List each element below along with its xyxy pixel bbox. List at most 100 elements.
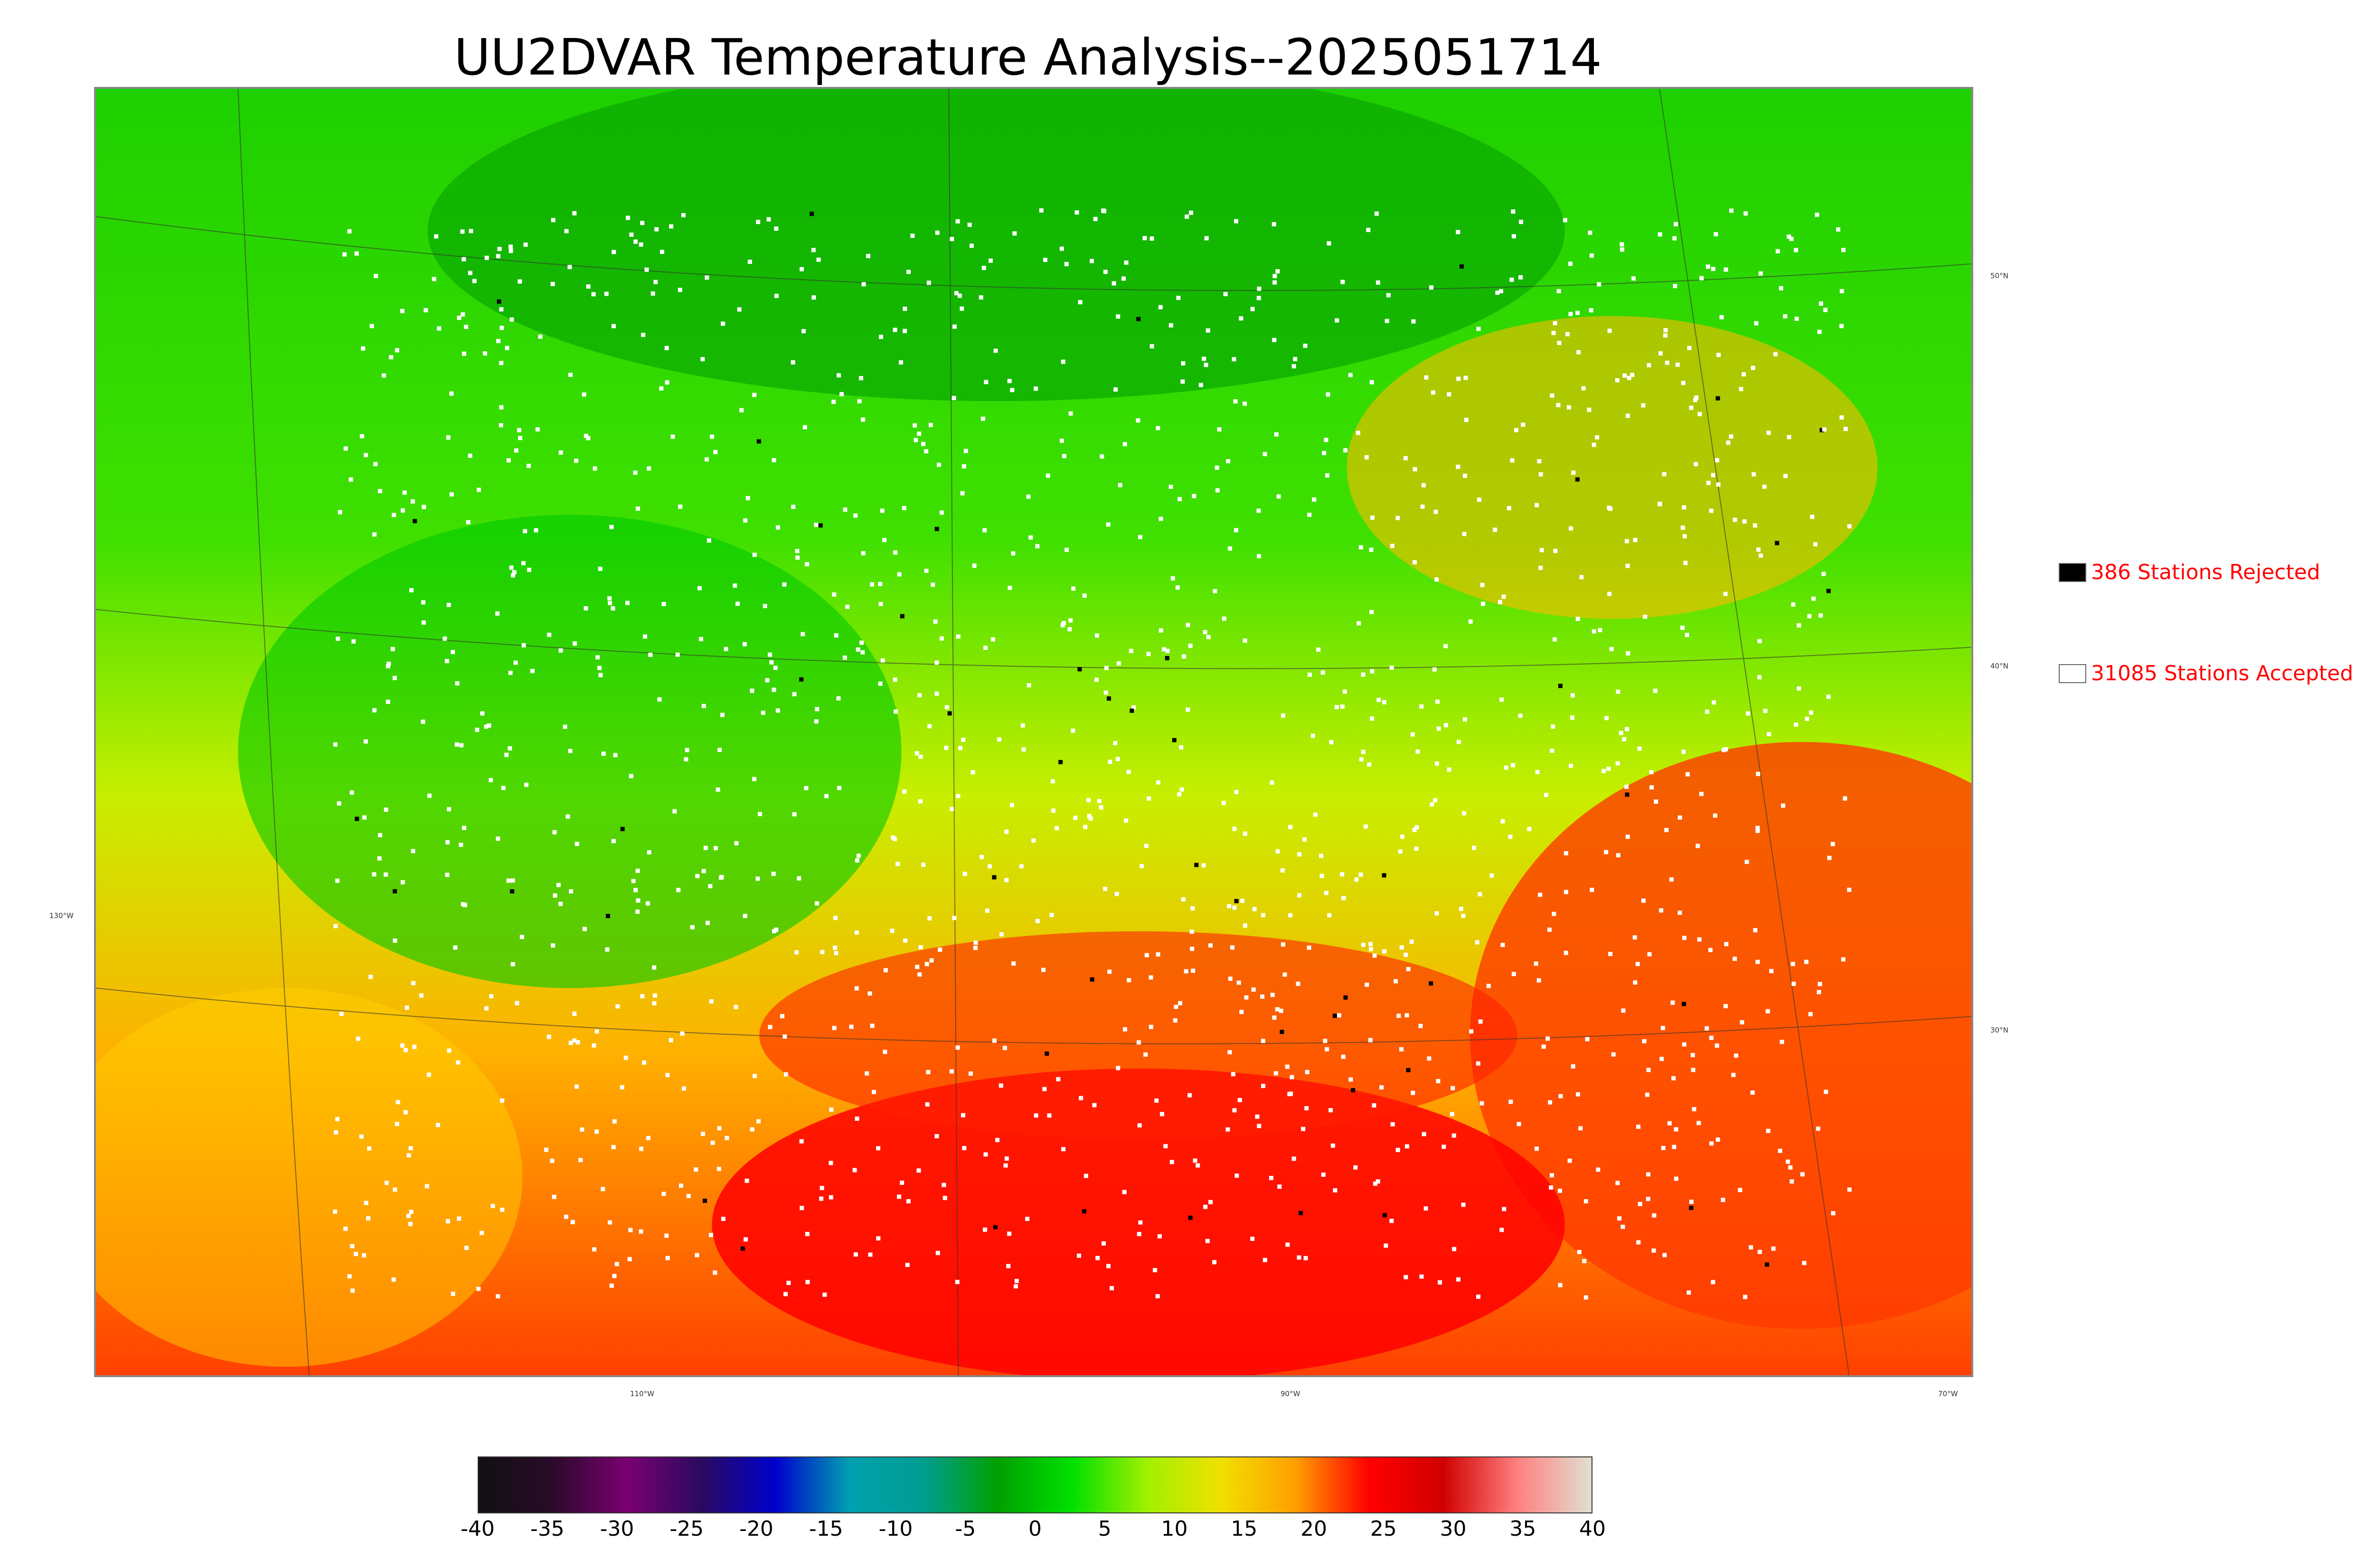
- station-marker: [432, 277, 436, 282]
- station-marker: [1724, 747, 1728, 751]
- station-marker: [1172, 738, 1177, 742]
- station-marker: [1715, 1137, 1720, 1142]
- station-marker: [1624, 784, 1629, 789]
- station-marker: [1611, 1052, 1616, 1057]
- station-marker: [1602, 769, 1606, 773]
- station-marker: [1250, 307, 1255, 311]
- station-marker: [1576, 350, 1581, 355]
- station-marker: [1369, 547, 1374, 552]
- station-marker: [1243, 831, 1247, 836]
- station-marker: [402, 490, 407, 495]
- station-marker: [1307, 672, 1312, 677]
- station-marker: [1137, 1232, 1141, 1237]
- station-marker: [678, 504, 683, 509]
- station-marker: [713, 846, 718, 851]
- station-marker: [1007, 379, 1012, 384]
- station-marker: [1236, 980, 1241, 985]
- station-marker: [935, 1250, 940, 1255]
- station-marker: [1106, 1264, 1111, 1268]
- station-marker: [1682, 534, 1687, 539]
- temperature-map: 50°N 40°N 30°N 130°W 110°W 90°W 70°W: [49, 87, 2008, 1398]
- station-marker: [1403, 456, 1408, 460]
- station-marker: [633, 888, 638, 892]
- station-marker: [1582, 1259, 1587, 1263]
- station-marker: [1615, 378, 1620, 383]
- station-marker: [857, 399, 862, 404]
- station-marker: [393, 939, 397, 943]
- station-marker: [1073, 816, 1078, 820]
- station-marker: [1348, 373, 1353, 377]
- station-marker: [508, 670, 513, 675]
- station-marker: [1461, 913, 1466, 918]
- station-marker: [1390, 544, 1394, 548]
- station-marker: [1434, 761, 1439, 766]
- station-marker: [1312, 497, 1317, 502]
- station-marker: [1146, 652, 1151, 657]
- station-marker: [1831, 1211, 1836, 1216]
- station-marker: [1570, 693, 1575, 698]
- station-marker: [1082, 593, 1087, 598]
- station-marker: [843, 507, 848, 512]
- station-marker: [456, 1060, 461, 1065]
- station-marker: [359, 1134, 364, 1139]
- station-marker: [1438, 1280, 1442, 1285]
- station-marker: [980, 416, 985, 421]
- station-marker: [1049, 912, 1054, 917]
- station-marker: [1243, 401, 1247, 406]
- station-marker: [1230, 945, 1234, 950]
- station-marker: [1313, 812, 1318, 817]
- station-marker: [336, 637, 340, 641]
- station-marker: [1147, 796, 1151, 801]
- station-marker: [1340, 280, 1345, 284]
- lat-label-50n: 50°N: [1990, 272, 2008, 280]
- station-marker: [464, 1246, 469, 1250]
- station-marker: [512, 570, 517, 574]
- station-marker: [1683, 561, 1688, 565]
- station-marker: [942, 1195, 947, 1200]
- station-marker: [866, 254, 871, 258]
- station-marker: [708, 884, 713, 889]
- station-marker: [499, 361, 504, 366]
- lat-label-40n: 40°N: [1990, 662, 2008, 670]
- station-marker: [956, 634, 961, 639]
- station-marker: [902, 506, 906, 510]
- colorbar-tick: 15: [1231, 1517, 1258, 1541]
- station-marker: [1839, 415, 1844, 420]
- station-marker: [447, 807, 452, 812]
- station-marker: [1775, 249, 1780, 254]
- station-marker: [1010, 803, 1015, 807]
- station-marker: [1794, 723, 1799, 727]
- station-marker: [1797, 686, 1801, 691]
- station-marker: [1389, 665, 1394, 670]
- station-marker: [1274, 432, 1279, 437]
- station-marker: [1558, 684, 1563, 688]
- station-marker: [834, 951, 838, 956]
- station-marker: [924, 449, 929, 454]
- station-marker: [1456, 1277, 1460, 1282]
- station-marker: [1779, 286, 1783, 291]
- station-marker: [1124, 818, 1129, 823]
- colorbar-tick: 35: [1509, 1517, 1536, 1541]
- station-marker: [1357, 621, 1361, 626]
- station-marker: [574, 459, 579, 463]
- station-marker: [859, 640, 864, 645]
- station-marker: [1008, 585, 1012, 590]
- station-marker: [484, 724, 489, 729]
- station-marker: [1208, 1200, 1213, 1204]
- station-marker: [1303, 343, 1308, 348]
- station-marker: [918, 754, 923, 759]
- station-marker: [1775, 541, 1780, 545]
- station-marker: [780, 1014, 784, 1019]
- station-marker: [333, 1209, 338, 1214]
- station-marker: [1604, 716, 1609, 721]
- station-marker: [1824, 1089, 1828, 1094]
- station-marker: [903, 329, 907, 333]
- station-marker: [1412, 827, 1417, 832]
- station-marker: [337, 801, 341, 806]
- station-marker: [916, 1168, 921, 1173]
- station-marker: [678, 288, 682, 292]
- station-marker: [1168, 485, 1173, 489]
- station-marker: [1140, 864, 1144, 868]
- station-marker: [1763, 708, 1768, 713]
- station-marker: [802, 425, 807, 430]
